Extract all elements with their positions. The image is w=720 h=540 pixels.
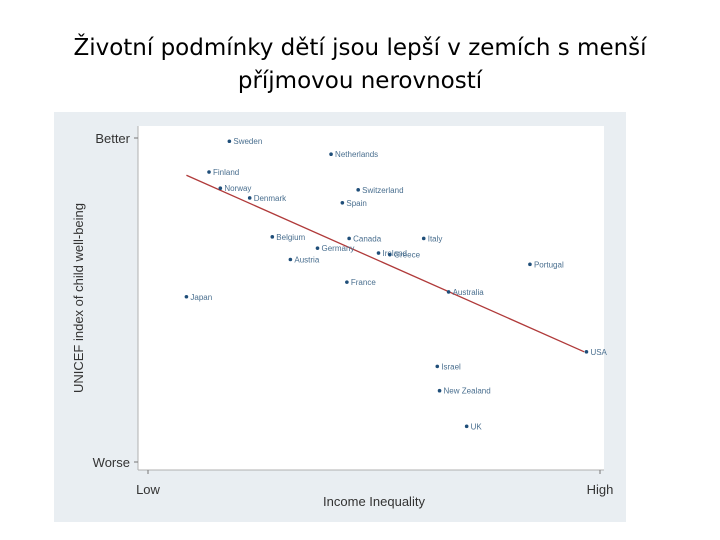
point-label-belgium: Belgium xyxy=(276,233,305,242)
point-label-new-zealand: New Zealand xyxy=(444,387,491,396)
point-label-netherlands: Netherlands xyxy=(335,150,378,159)
point-label-switzerland: Switzerland xyxy=(362,186,403,195)
point-label-australia: Australia xyxy=(453,288,485,297)
point-japan xyxy=(184,294,189,299)
point-denmark xyxy=(247,196,252,200)
point-label-norway: Norway xyxy=(224,184,251,193)
point-usa xyxy=(584,350,589,354)
point-label-italy: Italy xyxy=(428,234,443,243)
point-label-israel: Israel xyxy=(441,362,461,371)
point-switzerland xyxy=(356,188,360,192)
point-belgium xyxy=(270,235,275,239)
x-tick-label-low: Low xyxy=(136,482,160,497)
point-label-finland: Finland xyxy=(213,168,239,177)
point-canada xyxy=(347,236,351,241)
point-label-spain: Spain xyxy=(346,199,366,208)
point-label-sweden: Sweden xyxy=(233,137,262,146)
y-tick-label-worse: Worse xyxy=(93,455,130,470)
point-finland xyxy=(207,170,211,174)
point-label-denmark: Denmark xyxy=(254,194,287,203)
point-netherlands xyxy=(329,152,333,156)
point-ireland xyxy=(376,251,381,255)
point-new-zealand xyxy=(437,388,442,393)
point-label-ireland: Ireland xyxy=(383,249,407,258)
point-greece xyxy=(388,252,392,257)
point-france xyxy=(345,280,349,284)
y-tick-label-better: Better xyxy=(95,131,130,146)
point-label-germany: Germany xyxy=(322,244,355,253)
point-label-greece: Greece xyxy=(394,251,421,260)
title-line-2: příjmovou nerovností xyxy=(237,68,483,94)
point-label-canada: Canada xyxy=(353,234,382,243)
trend-line xyxy=(186,174,585,353)
x-axis-label: Income Inequality xyxy=(323,494,425,509)
point-italy xyxy=(421,236,426,241)
slide-title: Životní podmínky dětí jsou lepší v zemíc… xyxy=(0,32,720,98)
point-label-uk: UK xyxy=(471,422,483,431)
point-label-usa: USA xyxy=(590,348,607,357)
point-sweden xyxy=(227,139,232,144)
chart-figure: Better Worse Low High Income Inequality … xyxy=(54,112,626,522)
y-axis-label: UNICEF index of child well-being xyxy=(71,203,86,393)
point-label-portugal: Portugal xyxy=(534,260,564,269)
point-uk xyxy=(464,424,469,429)
plot-area xyxy=(138,126,604,470)
title-line-1: Životní podmínky dětí jsou lepší v zemíc… xyxy=(73,35,647,61)
point-label-japan: Japan xyxy=(190,293,212,302)
point-israel xyxy=(435,364,440,369)
point-spain xyxy=(340,201,345,205)
point-austria xyxy=(288,257,293,262)
point-germany xyxy=(315,246,320,250)
x-tick-label-high: High xyxy=(587,482,614,497)
point-label-austria: Austria xyxy=(294,256,319,265)
scatter-chart: Better Worse Low High Income Inequality … xyxy=(71,126,614,509)
point-label-france: France xyxy=(351,278,376,287)
point-portugal xyxy=(528,262,532,267)
point-australia xyxy=(446,290,451,294)
point-norway xyxy=(218,186,223,191)
